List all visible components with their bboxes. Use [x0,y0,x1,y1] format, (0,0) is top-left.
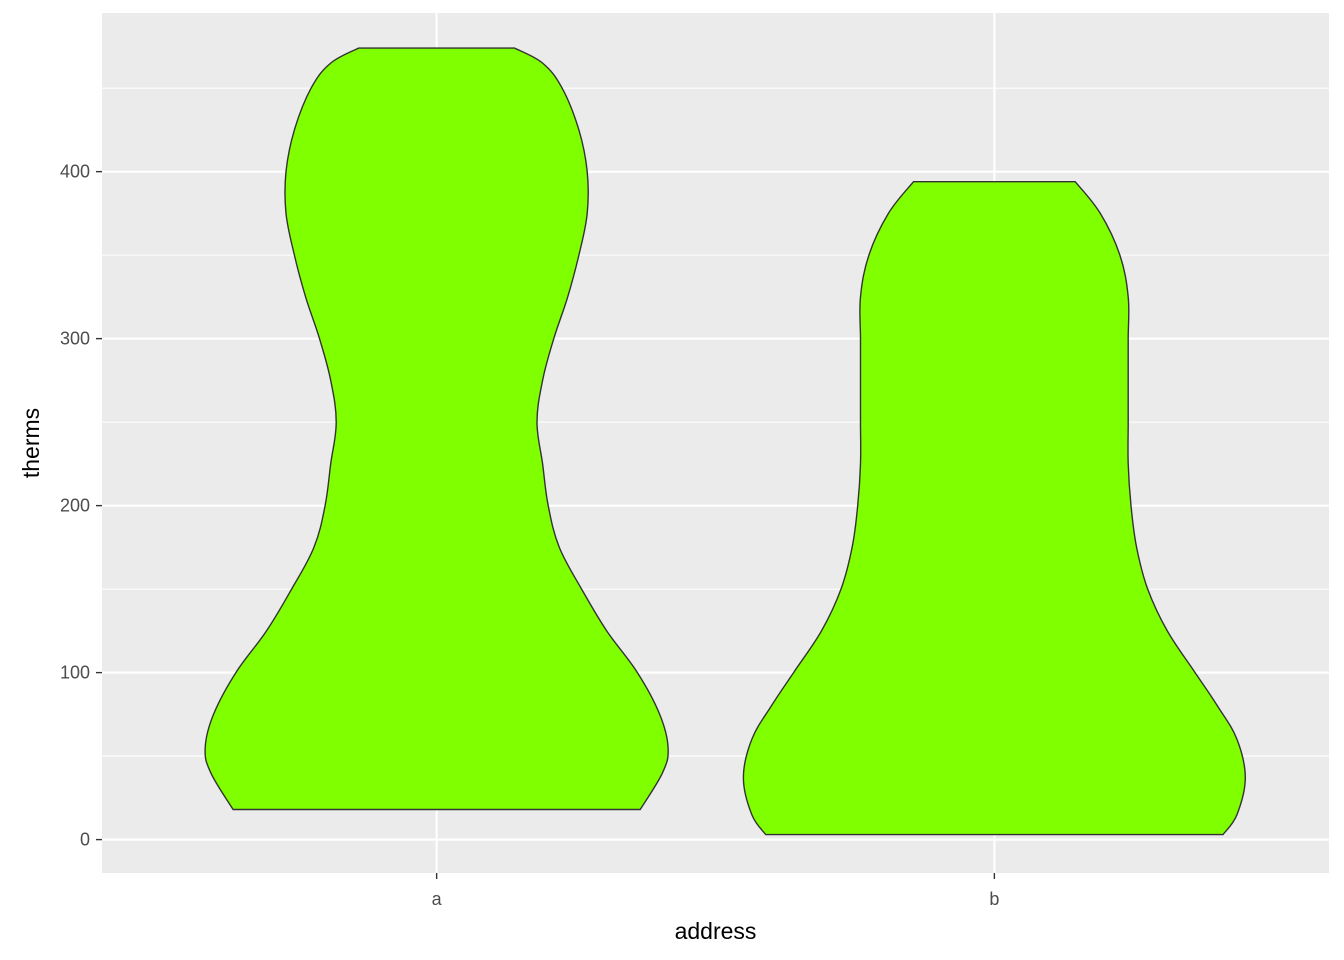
y-tick-label: 200 [60,496,90,516]
x-tick-label-a: a [432,889,443,909]
y-tick-label: 100 [60,663,90,683]
y-tick-label: 400 [60,162,90,182]
y-axis-title: therms [18,408,44,478]
violin-b [742,181,1247,836]
y-tick-label: 0 [80,830,90,850]
y-tick-label: 300 [60,329,90,349]
violins [204,47,1247,836]
y-axis: 0 100 200 300 400 [60,162,102,850]
violin-a [204,47,669,811]
x-tick-label-b: b [989,889,999,909]
x-axis-title: address [675,918,757,944]
